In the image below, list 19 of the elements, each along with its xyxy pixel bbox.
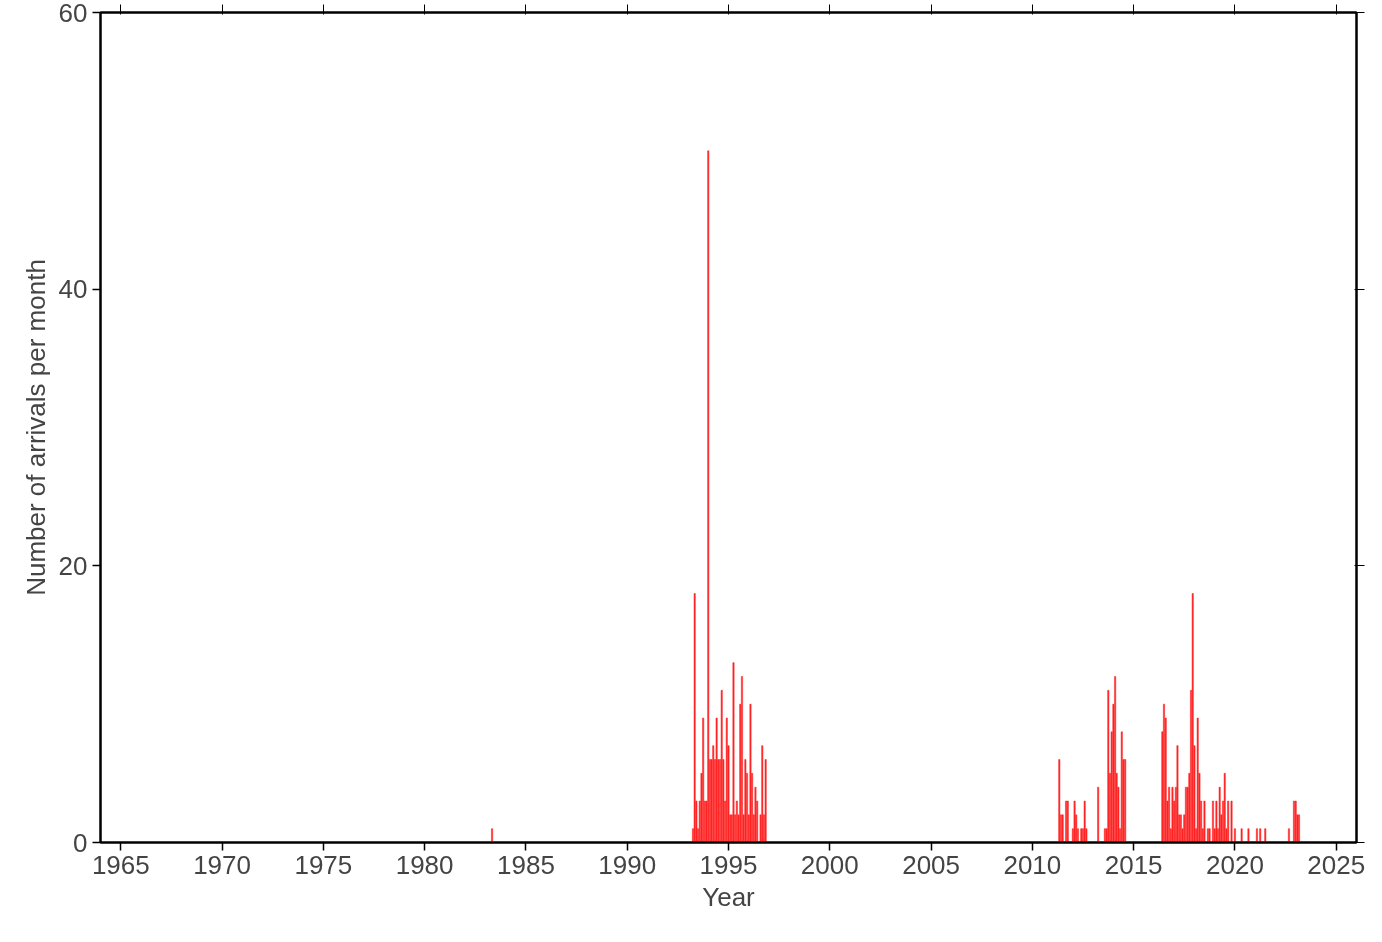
y-tick-label: 40	[58, 274, 88, 305]
x-tick-label: 1995	[699, 849, 758, 880]
x-tick-label: 2025	[1307, 849, 1366, 880]
x-tick-label: 1965	[91, 849, 150, 880]
x-tick-label: 2015	[1104, 849, 1163, 880]
x-tick-label: 1975	[294, 849, 353, 880]
x-axis-title: Year	[702, 881, 756, 912]
x-tick-label: 2010	[1003, 849, 1062, 880]
x-tick-label: 2020	[1206, 849, 1264, 880]
y-tick-label: 60	[58, 0, 88, 28]
y-axis-title: Number of arrivals per month	[20, 259, 51, 596]
x-tick-label: 1970	[193, 849, 251, 880]
y-tick-label: 0	[73, 827, 88, 858]
x-tick-label: 2005	[902, 849, 961, 880]
x-tick-label: 1990	[598, 849, 657, 880]
y-tick-label: 20	[58, 550, 88, 581]
x-tick-label: 1980	[395, 849, 454, 880]
x-tick-label: 1985	[497, 849, 555, 880]
x-tick-label: 2000	[800, 849, 859, 880]
